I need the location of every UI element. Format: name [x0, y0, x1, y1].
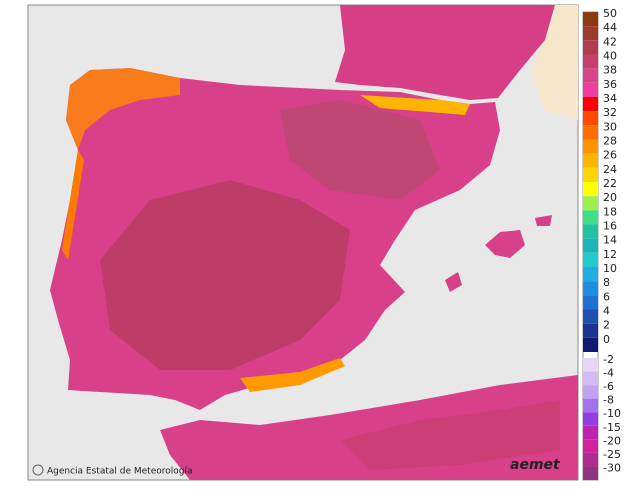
cool-northwest	[66, 68, 180, 150]
legend-swatch	[583, 125, 598, 140]
menorca	[535, 215, 552, 226]
legend-label: 42	[603, 35, 617, 48]
legend-label: 18	[603, 205, 617, 218]
legend-label: 26	[603, 149, 617, 162]
legend-label: 32	[603, 106, 617, 119]
legend-label: 20	[603, 191, 617, 204]
legend-swatch	[583, 425, 598, 440]
credit-icon	[32, 464, 44, 476]
legend-swatch	[583, 139, 598, 154]
ibiza	[445, 272, 462, 292]
legend-swatch	[583, 281, 598, 296]
legend-label: 24	[603, 163, 617, 176]
legend-swatch	[583, 337, 598, 352]
legend-label: 22	[603, 177, 617, 190]
hot-interior	[100, 180, 350, 370]
legend-swatch	[583, 26, 598, 41]
legend-swatch	[583, 323, 598, 338]
legend-label: -20	[603, 434, 621, 447]
legend-swatch	[583, 385, 598, 399]
legend-label: 40	[603, 50, 617, 63]
portugal-coast	[62, 150, 84, 260]
beige-zone	[530, 5, 578, 120]
legend-swatch	[583, 309, 598, 324]
legend-swatch	[583, 267, 598, 282]
legend-swatch	[583, 82, 598, 97]
legend-swatch	[583, 12, 598, 27]
legend-label: 0	[603, 333, 610, 346]
legend-label: 38	[603, 64, 617, 77]
legend-swatch	[583, 153, 598, 168]
legend-label: 16	[603, 220, 617, 233]
legend-swatch	[583, 68, 598, 83]
legend-label: 4	[603, 305, 610, 318]
legend-swatch	[583, 196, 598, 211]
legend-swatch	[583, 439, 598, 453]
legend-swatch	[583, 54, 598, 69]
legend-swatch	[583, 452, 598, 467]
legend-label: -10	[603, 407, 621, 420]
legend-swatch	[583, 252, 598, 267]
legend-label: 36	[603, 78, 617, 91]
legend-label: 14	[603, 234, 617, 247]
legend-label: 2	[603, 319, 610, 332]
legend-label: -8	[603, 394, 614, 407]
legend-swatch	[583, 182, 598, 197]
legend-swatch	[583, 466, 598, 480]
legend-label: 8	[603, 276, 610, 289]
south-coast	[240, 358, 345, 392]
legend-swatch	[583, 40, 598, 55]
legend-swatch	[583, 358, 598, 372]
legend-label: 50	[603, 7, 617, 20]
legend-label: 34	[603, 92, 617, 105]
legend-swatch	[583, 111, 598, 126]
mallorca	[485, 230, 525, 258]
legend-label: -15	[603, 421, 621, 434]
legend-swatch	[583, 210, 598, 225]
legend-swatch	[583, 97, 598, 112]
legend-swatch	[583, 398, 598, 413]
pyrenees	[360, 95, 470, 115]
atlas	[340, 400, 560, 470]
legend-label: 12	[603, 248, 617, 261]
ebro-valley	[280, 100, 440, 200]
legend-swatch	[583, 224, 598, 239]
legend-swatch	[583, 167, 598, 182]
legend-label: -30	[603, 461, 621, 474]
legend-label: 44	[603, 21, 617, 34]
legend-swatch	[583, 238, 598, 253]
legend-label: -6	[603, 380, 614, 393]
legend-swatch	[583, 371, 598, 386]
legend-label: -4	[603, 367, 614, 380]
legend-label: -2	[603, 353, 614, 366]
credit: Agencia Estatal de Meteorología	[47, 467, 193, 477]
legend-label: 30	[603, 120, 617, 133]
legend-label: -25	[603, 448, 621, 461]
legend-swatch	[583, 295, 598, 310]
legend-swatch	[583, 412, 598, 426]
logo: aemet	[510, 457, 561, 473]
legend-label: 6	[603, 290, 610, 303]
legend-label: 28	[603, 135, 617, 148]
legend-label: 10	[603, 262, 617, 275]
france	[335, 5, 555, 100]
